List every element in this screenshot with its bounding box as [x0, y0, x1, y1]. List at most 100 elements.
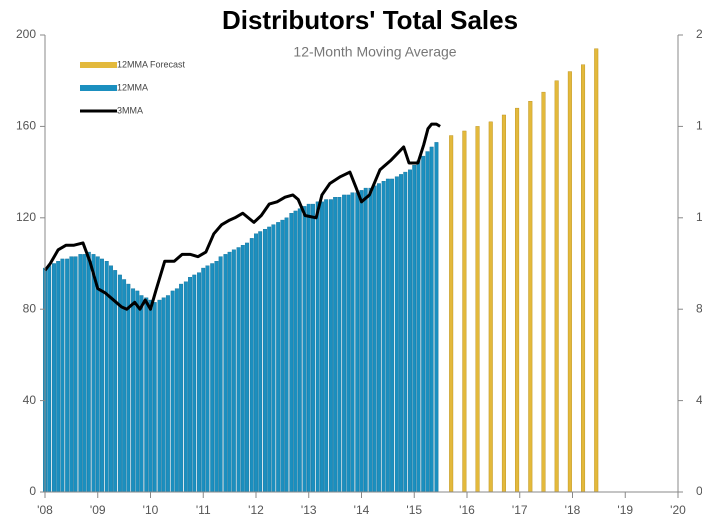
x-tick-label: '16 [459, 503, 475, 517]
bar [165, 295, 170, 493]
bar [306, 203, 311, 493]
chart-subtitle: 12-Month Moving Average [293, 44, 456, 60]
bar [372, 185, 377, 493]
y-tick-label: 0 [29, 484, 36, 498]
bar [214, 261, 219, 493]
bar [157, 299, 162, 493]
bar [376, 183, 381, 493]
y2-tick-label: 40 [696, 393, 702, 407]
bar [100, 258, 104, 493]
bar [82, 254, 87, 493]
bar [355, 192, 360, 493]
x-tick-label: '13 [301, 503, 317, 517]
bar [462, 130, 467, 493]
bar [192, 274, 197, 493]
legend-label: 12MMA [117, 82, 148, 92]
bar [218, 256, 223, 493]
bar [258, 231, 263, 493]
bar [152, 302, 157, 493]
bar [73, 256, 78, 493]
bar [359, 190, 364, 493]
bar [69, 256, 74, 493]
y-tick-label: 80 [23, 301, 37, 315]
bar [554, 80, 559, 493]
y-tick-label: 120 [16, 210, 36, 224]
bar [254, 233, 258, 493]
bar [91, 254, 96, 493]
bar [144, 297, 149, 493]
bar [421, 155, 426, 493]
x-tick-label: '11 [196, 503, 211, 517]
bar [174, 288, 179, 493]
bar [263, 229, 267, 493]
bar [131, 288, 136, 493]
y-tick-label: 200 [16, 27, 36, 41]
bar [267, 226, 272, 493]
bar [201, 267, 206, 493]
bar [293, 210, 298, 493]
bar [394, 176, 399, 493]
line [43, 122, 441, 311]
chart-title: Distributors' Total Sales [222, 5, 518, 35]
bar [86, 251, 91, 493]
bar [515, 107, 520, 493]
bar [425, 151, 430, 493]
bar [594, 48, 599, 493]
bar [227, 251, 232, 493]
bar [541, 91, 546, 493]
bar [197, 272, 201, 493]
bar [311, 203, 315, 493]
bar [475, 126, 480, 493]
legend-label: 12MMA Forecast [117, 59, 186, 69]
bar [449, 135, 454, 493]
x-tick-label: '17 [512, 503, 528, 517]
y2-tick-label: 0 [696, 484, 702, 498]
bar [231, 249, 236, 493]
y2-tick-label: 200 [696, 27, 702, 41]
bar [342, 194, 347, 493]
bar [236, 247, 241, 493]
bar [245, 242, 249, 493]
bar [161, 297, 166, 493]
bar [567, 71, 572, 493]
x-tick-label: '20 [670, 503, 686, 517]
bar [412, 165, 417, 493]
legend-swatch [80, 85, 117, 91]
legend-swatch [80, 62, 117, 68]
bar [337, 197, 342, 493]
bar [205, 265, 210, 493]
bar [408, 169, 412, 493]
bar [249, 238, 254, 493]
bar [271, 224, 276, 493]
bar [188, 277, 193, 493]
bar [56, 261, 61, 493]
bar [148, 299, 153, 493]
y-tick-label: 40 [23, 393, 37, 407]
bar [528, 101, 533, 493]
bar [403, 171, 408, 493]
bar [501, 114, 506, 493]
bar [302, 206, 307, 493]
bar [170, 290, 175, 493]
x-tick-label: '18 [565, 503, 581, 517]
y2-tick-label: 80 [696, 301, 702, 315]
legend-label: 3MMA [117, 105, 143, 115]
bar [240, 245, 245, 493]
bar [381, 181, 386, 493]
bar [289, 213, 294, 493]
bar [368, 187, 373, 493]
y2-tick-label: 160 [696, 119, 702, 133]
bar [488, 121, 493, 493]
bar [210, 263, 215, 493]
bar [78, 254, 83, 493]
x-tick-label: '14 [354, 503, 370, 517]
bar [328, 199, 333, 493]
bar [126, 283, 131, 493]
bar [363, 187, 368, 493]
bar [333, 197, 338, 493]
x-tick-label: '10 [143, 503, 159, 517]
bar [60, 258, 65, 493]
bar [315, 201, 320, 493]
bar [183, 281, 188, 493]
x-tick-label: '12 [248, 503, 264, 517]
